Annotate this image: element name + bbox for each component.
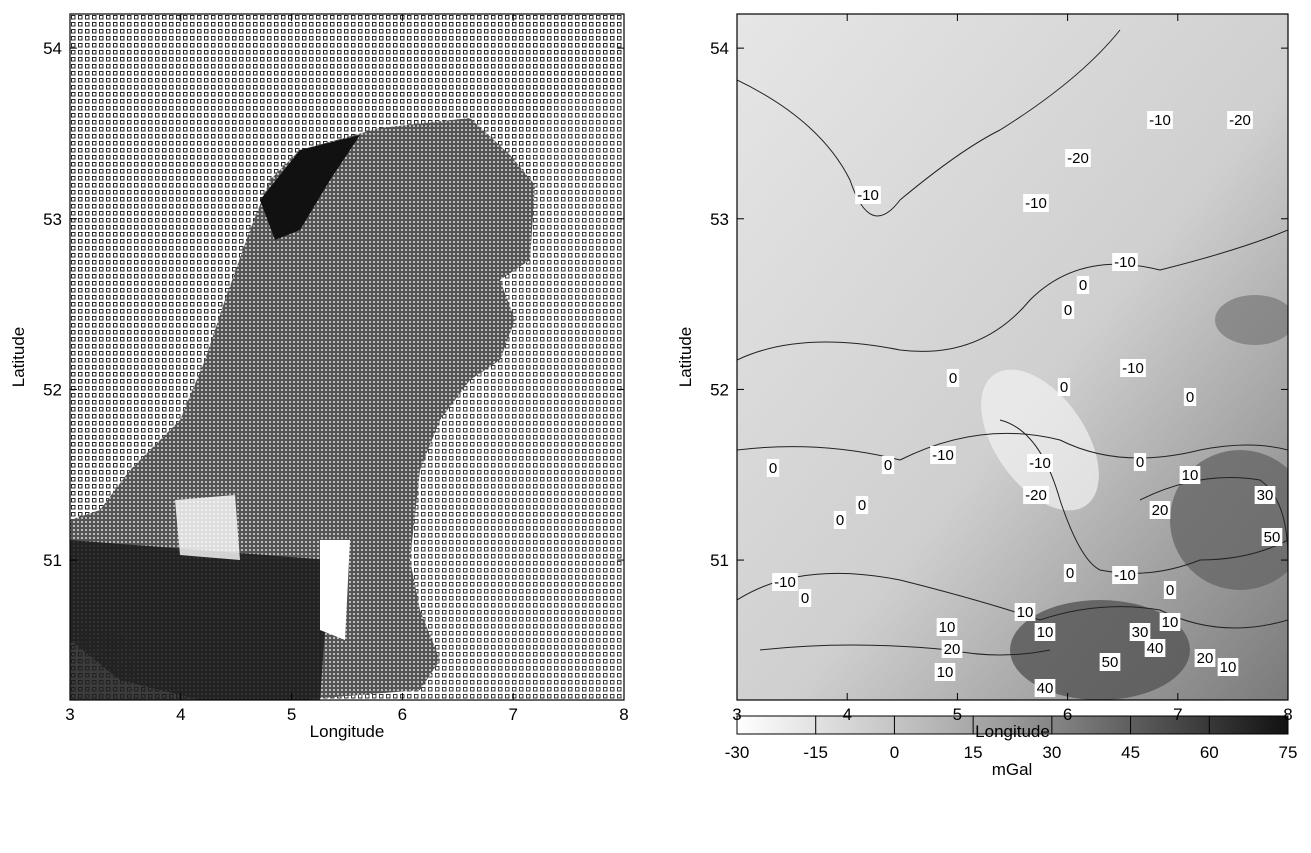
contour-label: 10: [1220, 659, 1237, 676]
figure: mGal 34567851525354LongitudeLatitude3456…: [0, 0, 1311, 848]
contour-label: 30: [1257, 487, 1274, 504]
contour-label: 10: [937, 664, 954, 681]
contour-label: -10: [1029, 455, 1051, 472]
contour-label: 0: [801, 590, 809, 607]
contour-label: 0: [1060, 379, 1068, 396]
contour-label: 10: [1182, 467, 1199, 484]
x-tick-label: 6: [1063, 705, 1072, 724]
contour-label: 20: [1152, 502, 1169, 519]
colorbar-tick-label: 30: [1042, 743, 1061, 762]
x-axis-label: Longitude: [975, 722, 1050, 741]
contour-label: -20: [1229, 112, 1251, 129]
colorbar-tick-label: 75: [1279, 743, 1298, 762]
contour-label: 0: [949, 370, 957, 387]
contour-label: 40: [1037, 680, 1054, 697]
contour-label: 0: [1064, 302, 1072, 319]
y-tick-label: 51: [43, 551, 62, 570]
y-axis-label: Latitude: [676, 327, 695, 388]
contour-label: -20: [1025, 487, 1047, 504]
gravity-field: [737, 14, 1310, 700]
y-tick-label: 53: [710, 210, 729, 229]
colorbar-tick-label: -15: [803, 743, 828, 762]
x-axis-label: Longitude: [310, 722, 385, 741]
x-tick-label: 7: [508, 705, 517, 724]
x-tick-label: 7: [1173, 705, 1182, 724]
y-tick-label: 52: [710, 380, 729, 399]
contour-label: 0: [769, 460, 777, 477]
contour-label: -10: [1122, 360, 1144, 377]
x-tick-label: 4: [176, 705, 185, 724]
contour-label: 50: [1102, 654, 1119, 671]
colorbar-tick-label: 0: [890, 743, 899, 762]
contour-label: -20: [1067, 150, 1089, 167]
contour-label: 0: [1136, 454, 1144, 471]
contour-label: 0: [1066, 565, 1074, 582]
contour-label: 10: [939, 619, 956, 636]
contour-label: -10: [1114, 254, 1136, 271]
contour-label: 20: [944, 641, 961, 658]
colorbar-label: mGal: [992, 760, 1033, 779]
y-tick-label: 54: [710, 39, 729, 58]
contour-label: 0: [1166, 582, 1174, 599]
x-tick-label: 5: [953, 705, 962, 724]
contour-label: 20: [1197, 650, 1214, 667]
colorbar-tick-label: 60: [1200, 743, 1219, 762]
contour-label: 10: [1162, 614, 1179, 631]
contour-label: 30: [1132, 624, 1149, 641]
contour-label: -10: [1025, 195, 1047, 212]
contour-label: 0: [858, 497, 866, 514]
contour-label: 40: [1147, 640, 1164, 657]
colorbar-tick-label: -30: [725, 743, 750, 762]
y-tick-label: 51: [710, 551, 729, 570]
contour-label: -10: [1149, 112, 1171, 129]
x-tick-label: 8: [619, 705, 628, 724]
y-axis-label: Latitude: [9, 327, 28, 388]
x-tick-label: 4: [842, 705, 851, 724]
contour-label: 10: [1037, 624, 1054, 641]
contour-label: -10: [932, 447, 954, 464]
contour-label: 0: [1186, 389, 1194, 406]
colorbar-tick-label: 15: [964, 743, 983, 762]
colorbar-tick-label: 45: [1121, 743, 1140, 762]
x-tick-label: 3: [65, 705, 74, 724]
contour-label: 0: [836, 512, 844, 529]
x-tick-label: 5: [287, 705, 296, 724]
contour-label: -10: [857, 187, 879, 204]
x-tick-label: 6: [398, 705, 407, 724]
contour-label: 50: [1264, 529, 1281, 546]
contour-label: 0: [1079, 277, 1087, 294]
y-tick-label: 53: [43, 210, 62, 229]
data-coverage: [70, 14, 624, 700]
y-tick-label: 52: [43, 380, 62, 399]
contour-label: -10: [774, 574, 796, 591]
contour-label: 0: [884, 457, 892, 474]
contour-label: 10: [1017, 604, 1034, 621]
contour-label: -10: [1114, 567, 1136, 584]
y-tick-label: 54: [43, 39, 62, 58]
